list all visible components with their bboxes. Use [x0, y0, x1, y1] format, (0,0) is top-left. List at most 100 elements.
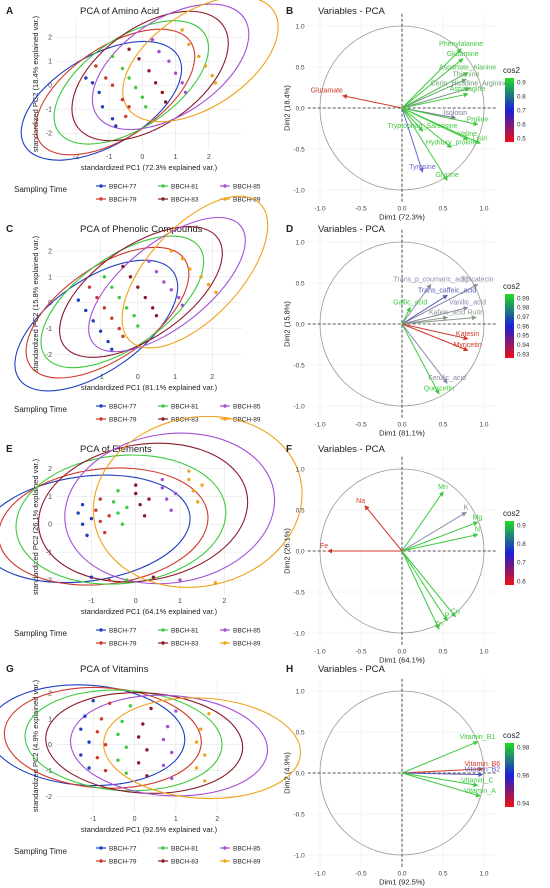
data-point — [213, 81, 218, 85]
data-point — [127, 105, 131, 109]
legend-entry: BBCH-83 — [171, 417, 199, 424]
data-point — [136, 324, 140, 328]
y-tick-label: 0.0 — [296, 105, 305, 112]
panel-letter: F — [286, 444, 292, 455]
y-tick-label: 2 — [48, 248, 52, 255]
data-point — [151, 306, 155, 310]
data-point — [157, 49, 161, 54]
legend-entry: BBCH-81 — [171, 184, 199, 191]
variable-label: Ferulic_acid — [428, 375, 466, 382]
data-point — [94, 64, 98, 68]
data-point — [147, 69, 151, 73]
y-tick-label: 0 — [48, 522, 52, 529]
data-point — [140, 95, 145, 99]
data-point — [124, 114, 128, 119]
x-tick-label: 0.0 — [397, 648, 406, 655]
data-point — [124, 745, 128, 749]
variable-arrow — [401, 323, 448, 384]
legend-entry: BBCH-89 — [233, 859, 261, 866]
data-point — [111, 500, 116, 504]
x-tick-label: 0.5 — [438, 421, 447, 428]
x-tick-label: 1.0 — [479, 421, 488, 428]
data-point — [116, 511, 120, 515]
data-point — [207, 711, 211, 716]
data-point — [154, 313, 159, 318]
variable-arrow — [401, 323, 469, 352]
legend-entry: BBCH-77 — [109, 628, 137, 635]
confidence-ellipse — [88, 216, 246, 353]
y-tick-label: -2 — [46, 794, 52, 801]
variable-label: Aspartate_Alanine — [439, 65, 496, 72]
chart-title: Variables - PCA — [318, 224, 386, 235]
y-tick-label: 1.0 — [296, 466, 305, 473]
data-point — [83, 714, 87, 718]
legend-entry: BBCH-77 — [109, 184, 137, 191]
data-point — [128, 704, 133, 708]
data-point — [107, 578, 111, 582]
legend-dot — [223, 404, 227, 408]
y-tick-label: 0.5 — [296, 507, 305, 514]
x-tick-label: 0.5 — [438, 205, 447, 212]
variable-label: Trans_caffeic_acid — [418, 287, 476, 294]
y-tick-label: -1.0 — [293, 852, 305, 859]
variable-label: Kafeic_acid — [429, 309, 465, 316]
y-tick-label: -0.5 — [293, 589, 305, 596]
data-point — [170, 776, 174, 781]
legend-entry: BBCH-83 — [171, 641, 199, 648]
data-point — [132, 313, 136, 318]
x-tick-label: -1.0 — [314, 421, 326, 428]
variable-label: Epicatecin — [461, 277, 493, 284]
panel-letter: C — [6, 224, 13, 235]
data-point — [149, 706, 153, 711]
variable-label: Valine — [458, 131, 477, 138]
y-tick-label: -1.0 — [293, 403, 305, 410]
data-point — [165, 497, 169, 501]
variable-label: Proline — [467, 116, 489, 123]
data-point — [121, 334, 125, 339]
legend-dot — [161, 846, 165, 850]
variable-label: Vitamin_A — [464, 788, 496, 795]
legend-title: cos2 — [503, 731, 520, 740]
chart-title: PCA of Phenolic Compounds — [80, 224, 203, 235]
data-point — [147, 497, 151, 501]
legend-dot — [161, 628, 165, 632]
variable-label: Phenylalanine — [439, 41, 483, 48]
variable-label: Gallic_acid — [393, 300, 427, 307]
variable-arrow — [401, 283, 432, 325]
legend-title: Sampling Time — [14, 847, 67, 856]
y-tick-label: -1 — [46, 768, 52, 775]
data-point — [213, 581, 218, 585]
data-point — [98, 519, 102, 524]
x-tick-label: 0.5 — [438, 870, 447, 877]
x-tick-label: 1 — [174, 816, 178, 823]
x-tick-label: -0.5 — [355, 648, 367, 655]
data-point — [89, 575, 94, 579]
color-scale-tick: 0.9 — [517, 79, 526, 86]
y-tick-label: 2 — [48, 466, 52, 473]
variable-label: Vitamin_B2 — [465, 767, 501, 774]
variable-label: Glutamate — [311, 88, 343, 95]
x-tick-label: -0.5 — [355, 870, 367, 877]
y-axis-label: standardized PC2 (26.1% explained var.) — [31, 458, 40, 595]
color-scale-tick: 0.96 — [517, 772, 530, 779]
confidence-ellipse — [40, 235, 205, 369]
x-axis-label: Dim1 (81.1%) — [379, 428, 425, 437]
variable-arrow — [401, 323, 440, 395]
data-point — [180, 81, 184, 85]
data-point — [94, 508, 98, 512]
panel-letter: E — [6, 444, 13, 455]
y-axis-label: standardized PC2 (4.9% explained var.) — [31, 679, 40, 812]
variable-label: Asparagine — [450, 86, 486, 93]
data-point — [180, 303, 185, 307]
plot-area — [56, 238, 242, 370]
legend-entry: BBCH-79 — [109, 197, 137, 204]
data-point — [138, 502, 142, 507]
data-point — [145, 748, 149, 752]
color-scale-tick: 0.94 — [517, 342, 530, 349]
x-tick-label: 0 — [133, 816, 137, 823]
data-point — [128, 275, 133, 279]
data-point — [107, 514, 111, 518]
variable-arrow — [401, 107, 424, 132]
color-scale-tick: 0.94 — [517, 800, 530, 807]
legend-entry: BBCH-85 — [233, 184, 261, 191]
